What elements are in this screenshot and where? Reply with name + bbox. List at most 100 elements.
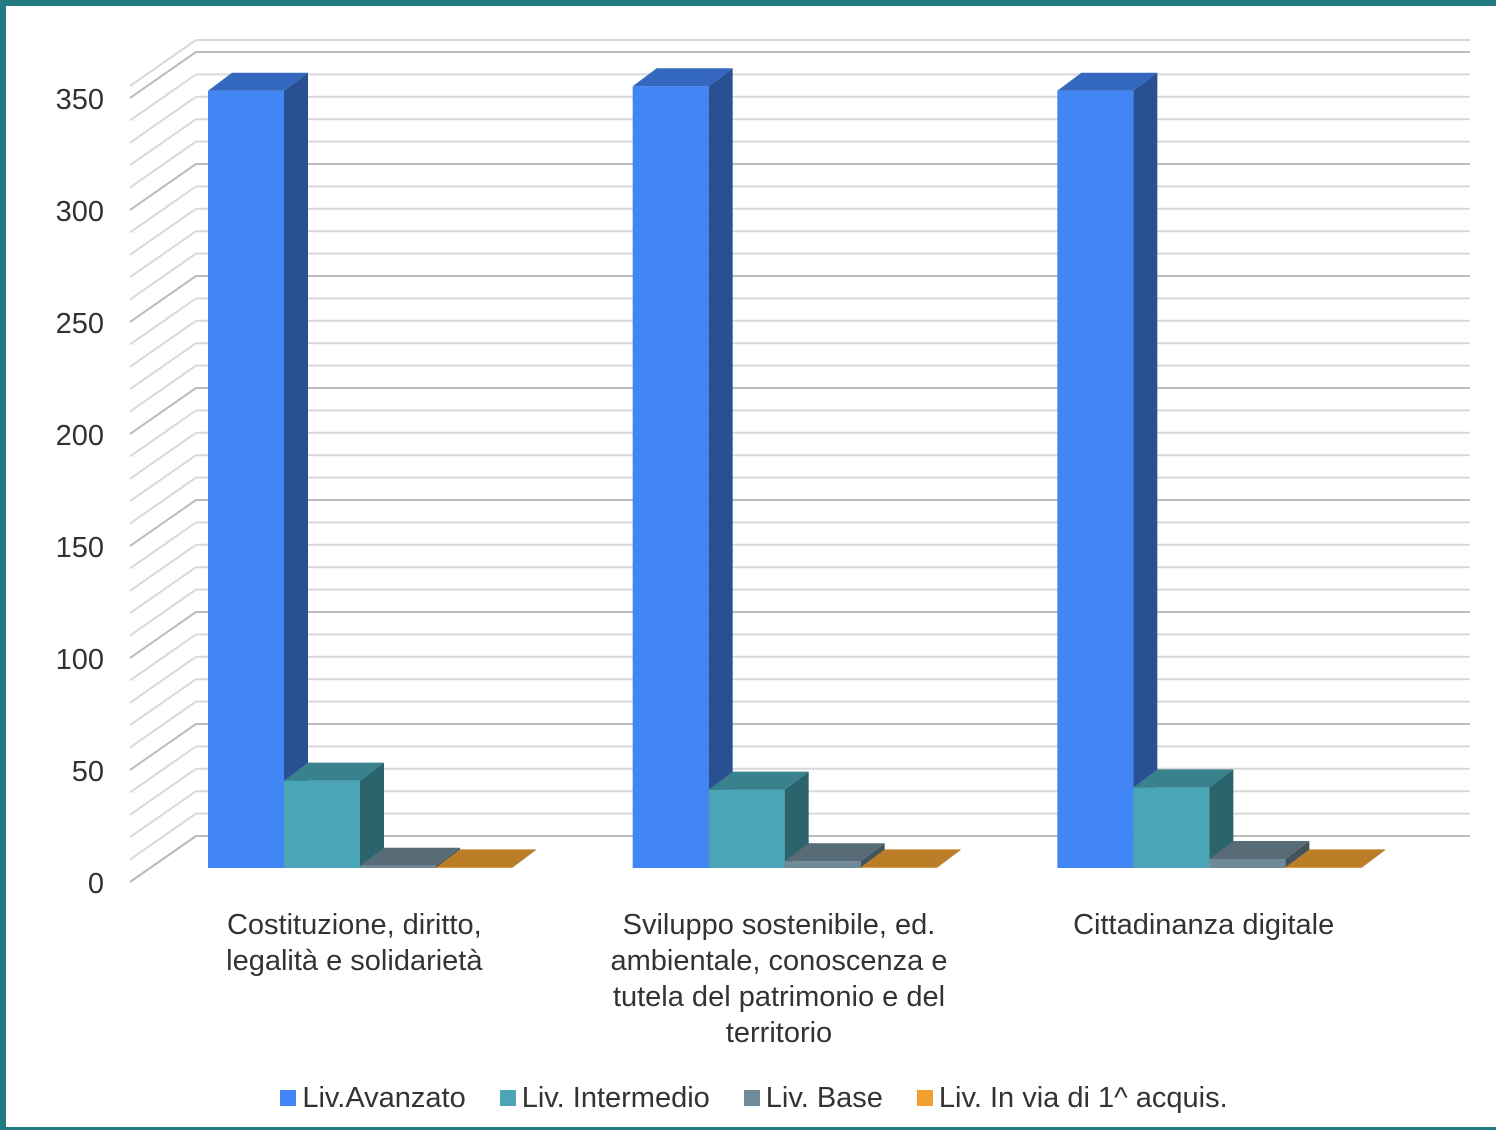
side-wall-gridline bbox=[129, 185, 197, 234]
category-label: Sviluppo sostenibile, ed. ambientale, con… bbox=[611, 909, 948, 1049]
legend-item-avanzato: Liv.Avanzato bbox=[280, 1081, 466, 1115]
bar-top-face bbox=[436, 849, 536, 868]
category-label: Cittadinanza digitale bbox=[1073, 909, 1334, 941]
chart-plot: 0 50 100 150 200 250 300 350 Costituzione, dirit… bbox=[56, 39, 1470, 1049]
bar-top-face bbox=[1057, 72, 1158, 91]
bar-liv-in-via-di-1-acquis- bbox=[436, 849, 536, 868]
side-wall-gridline bbox=[129, 499, 197, 547]
bar-side-face bbox=[708, 68, 733, 869]
legend-label: Liv. Base bbox=[765, 1081, 883, 1114]
bar-liv-avanzato bbox=[1057, 72, 1158, 869]
side-wall-gridline bbox=[129, 252, 197, 301]
side-wall-gridline bbox=[129, 655, 197, 704]
bar-top-face bbox=[284, 762, 384, 781]
bar-side-face bbox=[360, 762, 384, 868]
bar-top-face bbox=[1285, 849, 1386, 868]
bar-front-face bbox=[860, 867, 937, 868]
bar-top-face bbox=[1209, 841, 1310, 860]
bar-liv-intermedio bbox=[708, 771, 809, 868]
bar-side-face bbox=[284, 72, 308, 869]
category-label-line: Cittadinanza digitale bbox=[1073, 909, 1334, 941]
legend-item-intermedio: Liv. Intermedio bbox=[499, 1081, 710, 1115]
legend-swatch bbox=[280, 1090, 297, 1106]
y-tick-label: 0 bbox=[88, 868, 104, 900]
bar-side-face bbox=[784, 771, 809, 868]
side-wall-gridline bbox=[129, 73, 197, 122]
side-wall-gridline bbox=[129, 342, 197, 391]
bar-front-face bbox=[1285, 867, 1362, 868]
bar-side-face bbox=[1209, 769, 1234, 868]
category-label-line: territorio bbox=[726, 1017, 832, 1049]
bar-front-face bbox=[784, 861, 861, 868]
bar-side-face bbox=[936, 849, 961, 868]
side-wall-gridline bbox=[129, 678, 197, 727]
y-tick-label: 300 bbox=[56, 196, 104, 228]
bar-liv-intermedio bbox=[1133, 769, 1234, 868]
bar-front-face bbox=[360, 865, 436, 868]
legend-label: Liv. In via di 1^ acquis. bbox=[938, 1081, 1228, 1114]
y-tick-label: 150 bbox=[56, 532, 104, 564]
side-wall-gridline bbox=[129, 454, 197, 503]
bar-side-face bbox=[1361, 849, 1386, 868]
bar-front-face bbox=[1133, 787, 1210, 868]
side-wall-gridline bbox=[129, 140, 197, 189]
side-wall-gridline bbox=[129, 700, 197, 749]
floor-edge bbox=[129, 835, 197, 883]
side-wall-gridline bbox=[129, 275, 197, 323]
bar-liv-in-via-di-1-acquis- bbox=[1285, 849, 1386, 868]
bar-top-face bbox=[360, 847, 460, 866]
side-wall-gridline bbox=[129, 118, 197, 167]
side-wall-gridline bbox=[129, 387, 197, 435]
side-wall-gridline bbox=[129, 409, 197, 458]
side-wall-gridline bbox=[129, 745, 197, 794]
legend-label: Liv.Avanzato bbox=[302, 1081, 466, 1114]
y-tick-label: 200 bbox=[56, 420, 104, 452]
side-wall-gridline bbox=[129, 207, 197, 256]
legend-item-in-via: Liv. In via di 1^ acquis. bbox=[916, 1081, 1228, 1115]
bar-top-face bbox=[632, 68, 733, 87]
legend-item-base: Liv. Base bbox=[743, 1081, 883, 1115]
side-wall-gridline bbox=[129, 723, 197, 771]
side-wall-gridline bbox=[129, 543, 197, 592]
bar-front-face bbox=[436, 867, 512, 868]
plot-area: 0 50 100 150 200 250 300 350 Costituzione, dirit… bbox=[56, 39, 1470, 1049]
side-wall-gridline bbox=[129, 588, 197, 637]
side-wall-gridline bbox=[129, 611, 197, 659]
side-wall-gridline bbox=[129, 39, 197, 87]
bar-liv-intermedio bbox=[284, 762, 384, 868]
legend-swatch bbox=[499, 1090, 516, 1106]
bar-top-face bbox=[784, 843, 885, 862]
side-wall-gridline bbox=[129, 476, 197, 525]
bar-side-face bbox=[1133, 72, 1158, 869]
category-label-line: tutela del patrimonio e del bbox=[613, 981, 945, 1013]
category-label-line: legalità e solidarietà bbox=[226, 945, 483, 977]
bar-front-face bbox=[632, 86, 709, 869]
bar-top-face bbox=[708, 771, 809, 790]
side-wall-gridline bbox=[129, 521, 197, 570]
bar-side-face bbox=[512, 849, 536, 868]
category-label-line: Costituzione, diritto, bbox=[227, 909, 482, 941]
bar-liv-avanzato bbox=[632, 68, 733, 869]
legend-swatch bbox=[743, 1090, 760, 1106]
bar-liv-in-via-di-1-acquis- bbox=[860, 849, 961, 868]
bar-front-face bbox=[1057, 90, 1134, 869]
bar-top-face bbox=[1133, 769, 1234, 788]
bar-liv-avanzato bbox=[208, 72, 308, 869]
legend-label: Liv. Intermedio bbox=[521, 1081, 710, 1114]
bar-front-face bbox=[708, 789, 785, 868]
side-wall-gridline bbox=[129, 767, 197, 816]
legend-swatch bbox=[916, 1090, 933, 1106]
bar-front-face bbox=[208, 90, 284, 869]
side-wall-gridline bbox=[129, 812, 197, 861]
y-tick-label: 350 bbox=[56, 84, 104, 116]
side-wall-gridline bbox=[129, 566, 197, 615]
category-label: Costituzione, diritto, legalità e solidar… bbox=[226, 909, 483, 977]
bar-front-face bbox=[284, 780, 360, 868]
side-wall-gridline bbox=[129, 633, 197, 682]
category-label-line: Sviluppo sostenibile, ed. bbox=[623, 909, 936, 941]
side-wall-gridline bbox=[129, 297, 197, 346]
bar-liv-base bbox=[784, 843, 885, 868]
side-wall-gridline bbox=[129, 95, 197, 144]
chart-legend: Liv.Avanzato Liv. Intermedio Liv. Base L… bbox=[6, 1076, 1496, 1120]
